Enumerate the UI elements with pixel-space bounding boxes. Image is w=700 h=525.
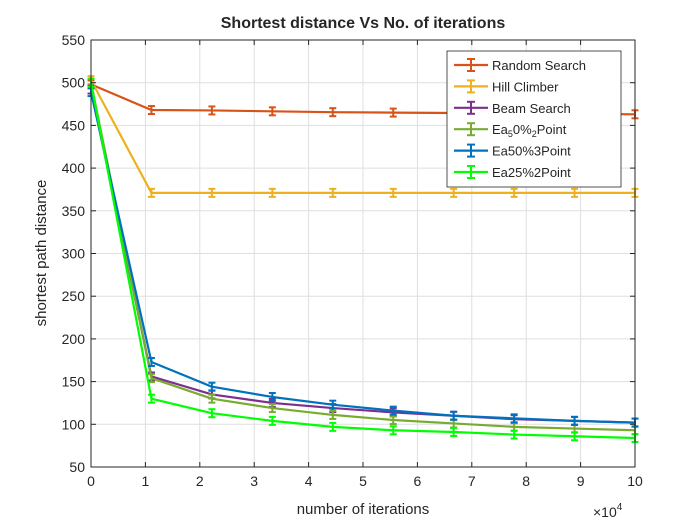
x-tick-label: 7 xyxy=(468,473,476,489)
legend-entry: Hill Climber xyxy=(454,79,559,94)
legend-entry: Random Search xyxy=(454,58,586,73)
y-tick-label: 150 xyxy=(62,374,86,390)
y-tick-label: 300 xyxy=(62,246,86,262)
x-tick-label: 8 xyxy=(522,473,530,489)
data-point xyxy=(389,405,397,416)
data-point xyxy=(147,187,155,198)
data-point xyxy=(268,187,276,198)
data-point xyxy=(208,105,216,116)
x-tick-label: 0 xyxy=(87,473,95,489)
x-axis-multiplier: ×104 xyxy=(593,502,623,520)
data-point xyxy=(450,187,458,198)
data-point xyxy=(571,431,579,442)
data-point xyxy=(208,408,216,419)
legend-label: Ea50%3Point xyxy=(492,144,571,159)
legend-label: Hill Climber xyxy=(492,79,559,94)
x-tick-label: 2 xyxy=(196,473,204,489)
x-axis-multiplier-exponent: 4 xyxy=(617,502,623,513)
data-point xyxy=(389,425,397,436)
legend-label: Ea50%2Point xyxy=(492,122,567,139)
y-tick-label: 200 xyxy=(62,331,86,347)
x-tick-label: 3 xyxy=(250,473,258,489)
series-ea50-3point xyxy=(87,87,639,428)
series-line xyxy=(89,91,636,424)
legend-label: Random Search xyxy=(492,58,586,73)
data-point xyxy=(268,403,276,414)
data-point xyxy=(268,106,276,117)
data-point xyxy=(389,415,397,426)
x-tick-label: 5 xyxy=(359,473,367,489)
data-point xyxy=(147,393,155,404)
y-tick-label: 100 xyxy=(62,416,86,432)
data-point xyxy=(329,421,337,432)
data-point xyxy=(208,393,216,404)
data-point xyxy=(268,391,276,402)
data-point xyxy=(208,381,216,392)
data-point xyxy=(208,187,216,198)
legend-entry: Ea50%2Point xyxy=(454,122,567,139)
data-point xyxy=(147,105,155,116)
legend-label: Ea25%2Point xyxy=(492,165,571,180)
legend: Random Search Hill Climber Beam Search Ea50… xyxy=(446,50,622,188)
y-tick-label: 500 xyxy=(62,75,86,91)
data-point xyxy=(329,187,337,198)
legend-box xyxy=(446,50,622,188)
data-point xyxy=(268,415,276,426)
x-tick-label: 6 xyxy=(414,473,422,489)
axis-ticks: 0 1 2 3 4 5 6 7 8 9 10 50 100 150 200 250 300 350 400 450 50… xyxy=(62,32,643,489)
data-point xyxy=(510,187,518,198)
x-axis-label: number of iterations xyxy=(297,501,430,518)
x-tick-label: 9 xyxy=(577,473,585,489)
y-tick-label: 550 xyxy=(62,32,86,48)
data-point xyxy=(389,107,397,118)
y-tick-label: 450 xyxy=(62,117,86,133)
data-point xyxy=(450,426,458,437)
data-point xyxy=(450,410,458,421)
y-axis-label: shortest path distance xyxy=(33,180,50,327)
chart-title: Shortest distance Vs No. of iterations xyxy=(221,15,506,32)
x-tick-label: 4 xyxy=(305,473,313,489)
y-tick-label: 250 xyxy=(62,288,86,304)
series-line xyxy=(90,79,635,194)
y-tick-label: 350 xyxy=(62,203,86,219)
data-point xyxy=(510,413,518,424)
data-point xyxy=(389,187,397,198)
data-point xyxy=(147,356,155,367)
data-point xyxy=(329,409,337,420)
series-line xyxy=(89,82,636,440)
legend-entry: Ea50%3Point xyxy=(454,143,571,159)
x-axis-multiplier-base: ×10 xyxy=(593,504,617,520)
legend-entry: Ea25%2Point xyxy=(454,165,571,180)
y-tick-label: 400 xyxy=(62,160,86,176)
x-tick-label: 1 xyxy=(142,473,150,489)
data-point xyxy=(329,399,337,410)
x-tick-label: 10 xyxy=(627,473,643,489)
data-point xyxy=(571,187,579,198)
data-point xyxy=(329,107,337,118)
data-point xyxy=(571,415,579,426)
y-tick-label: 50 xyxy=(69,459,85,475)
legend-label: Beam Search xyxy=(492,101,571,116)
legend-entry: Beam Search xyxy=(454,100,571,116)
data-point xyxy=(510,429,518,440)
series-line xyxy=(89,82,636,432)
